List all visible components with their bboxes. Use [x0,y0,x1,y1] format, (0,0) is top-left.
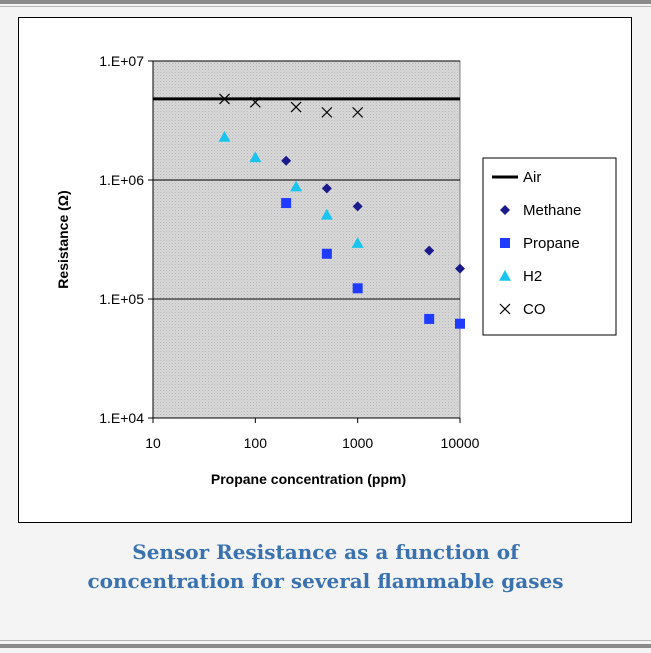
y-axis-title: Resistance (Ω) [55,190,71,288]
data-point-co-stroke [219,93,230,105]
legend-swatch-co [499,303,511,315]
data-point-h2 [290,180,303,192]
data-point-co [290,101,302,113]
data-point-propane [455,318,465,329]
caption-line-1: Sensor Resistance as a function of [132,540,519,564]
y-tick-label: 1.E+05 [99,291,144,307]
figure-caption: Sensor Resistance as a function of conce… [0,538,651,596]
y-tick-label: 1.E+07 [99,53,144,69]
data-point-co [219,93,230,105]
data-point-h2 [320,208,333,220]
legend-swatch-methane [500,205,510,215]
plot-area [152,60,461,419]
legend-label-propane: Propane [523,235,580,252]
data-point-co [321,106,333,118]
data-point-methane [321,183,332,194]
legend-label-air: Air [523,169,541,186]
legend-swatch-h2 [499,270,511,281]
data-point-co-stroke [249,96,261,108]
data-point-h2 [249,151,262,163]
data-point-co [249,96,261,108]
x-axis-title: Propane concentration (ppm) [211,471,406,487]
chart-frame: 1.E+04 1.E+05 1.E+06 1.E+07 10 100 1000 10000 Pr… [18,17,632,523]
data-point-h2 [351,237,364,248]
data-point-methane [352,201,363,212]
x-tick-label: 1000 [342,435,373,451]
bottom-border-rule [0,644,651,648]
data-point-co [352,106,364,118]
data-point-propane [281,198,292,209]
legend-label-co: CO [523,301,546,318]
top-border-thin-rule [0,6,651,7]
top-border-rule [0,0,651,4]
legend-swatch-propane [500,238,510,248]
legend-swatch-co-stroke [499,303,511,315]
data-point-propane [321,248,332,259]
legend-label-methane: Methane [523,202,581,219]
data-point-methane [281,155,292,166]
x-tick-label: 100 [244,435,268,451]
data-point-h2 [218,130,231,142]
x-tick-label: 10000 [441,435,480,451]
x-tick-label: 10 [145,435,161,451]
data-point-co-stroke [290,101,302,113]
y-tick-label: 1.E+06 [99,172,144,188]
data-point-propane [424,313,435,324]
chart-svg: 1.E+04 1.E+05 1.E+06 1.E+07 10 100 1000 10000 Pr… [55,53,617,487]
legend-label-h2: H2 [523,268,542,285]
data-point-propane [352,283,363,294]
data-point-methane [424,245,435,256]
data-point-co-stroke [321,106,333,118]
data-point-co-stroke [352,106,364,118]
bottom-border-thin-rule [0,640,651,641]
data-point-methane [455,263,465,274]
y-tick-label: 1.E+04 [99,410,144,426]
caption-line-2: concentration for several flammable gase… [87,569,564,593]
